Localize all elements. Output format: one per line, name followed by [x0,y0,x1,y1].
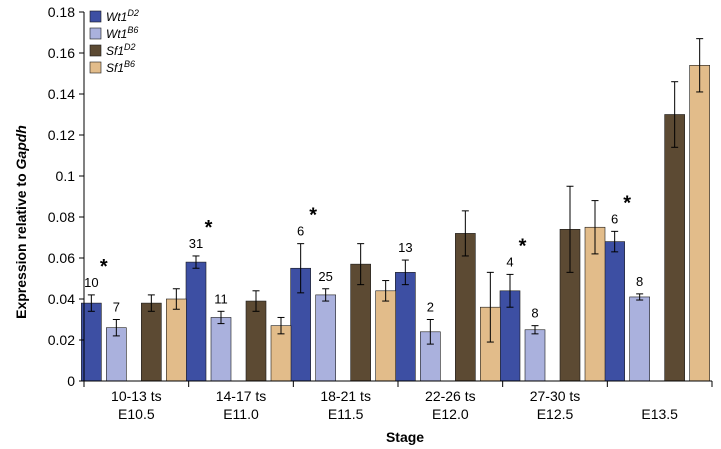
x-tick-label: E12.0 [432,406,469,422]
x-tick-label: 10-13 ts [111,388,162,404]
y-tick-label: 0.08 [48,209,75,225]
significance-star: * [519,235,527,257]
bar [689,65,710,382]
legend-swatch [89,10,102,23]
y-tick-label: 0 [67,373,75,389]
bars-layer [81,65,710,382]
y-tick-label: 0.04 [48,291,75,307]
significance-star: * [623,192,631,214]
labels-layer: 10 7 31 11 6 25 13 2 4 8 6 8 * * * * * [84,192,643,320]
significance-star: * [205,217,213,239]
sample-size-label: 31 [189,236,203,251]
y-tick-label: 0.18 [48,4,75,20]
x-tick-label: 27-30 ts [530,388,581,404]
legend-swatch [89,44,102,57]
bar [166,298,187,382]
x-tick-label: E11.5 [328,406,364,422]
bar [395,272,416,382]
legend-swatch [89,27,102,40]
sample-size-label: 8 [531,306,538,321]
bar [524,329,546,382]
sample-size-label: 7 [113,300,120,315]
bar [629,296,650,382]
sample-size-label: 6 [297,224,304,239]
sample-size-label: 2 [427,300,434,315]
x-tick-label: E13.5 [641,406,678,422]
bar [664,114,685,382]
x-tick-label: 18-21 ts [320,388,371,404]
bar [185,261,207,382]
sample-size-label: 11 [214,291,228,306]
x-tick-label: E10.5 [118,406,155,422]
bar [604,241,625,382]
sample-size-label: 4 [506,254,513,269]
bar [375,290,396,382]
x-tick-label: 22-26 ts [425,388,476,404]
y-tick-label: 0.02 [48,332,75,348]
significance-star: * [100,256,108,278]
bar [245,300,267,382]
y-tick-label: 0.1 [56,168,76,184]
significance-star: * [309,205,317,227]
legend-label: Wt1B6 [106,25,138,41]
bar [141,302,162,382]
y-tick-label: 0.16 [48,45,75,61]
error-bars-layer [87,38,704,345]
y-axis-title: Expression relative to Gapdh [13,125,29,319]
sample-size-label: 25 [318,269,332,284]
bar [210,317,232,382]
legend-label: Sf1D2 [106,42,136,58]
sample-size-label: 13 [398,240,412,255]
sample-size-label: 8 [636,274,643,289]
axes-layer: 0 0.02 0.04 0.06 0.08 0.1 0.12 0.14 0.16 0.18 10-1… [48,4,713,422]
y-tick-label: 0.06 [48,250,75,266]
y-tick-label: 0.12 [48,127,75,143]
legend-label: Sf1B6 [106,59,135,75]
sample-size-label: 6 [611,211,618,226]
x-axis-title: Stage [386,429,424,445]
y-axis-title-gene: Gapdh [13,125,29,169]
x-tick-label: 14-17 ts [216,388,267,404]
y-tick-label: 0.14 [48,86,75,102]
x-tick-label: E12.5 [537,406,574,422]
y-axis-title-text: Expression relative to [13,169,29,318]
legend-label: Wt1D2 [106,8,139,24]
bar [315,294,336,382]
x-tick-label: E11.0 [223,406,259,422]
sample-size-label: 10 [84,275,98,290]
legend-swatch [89,61,102,74]
